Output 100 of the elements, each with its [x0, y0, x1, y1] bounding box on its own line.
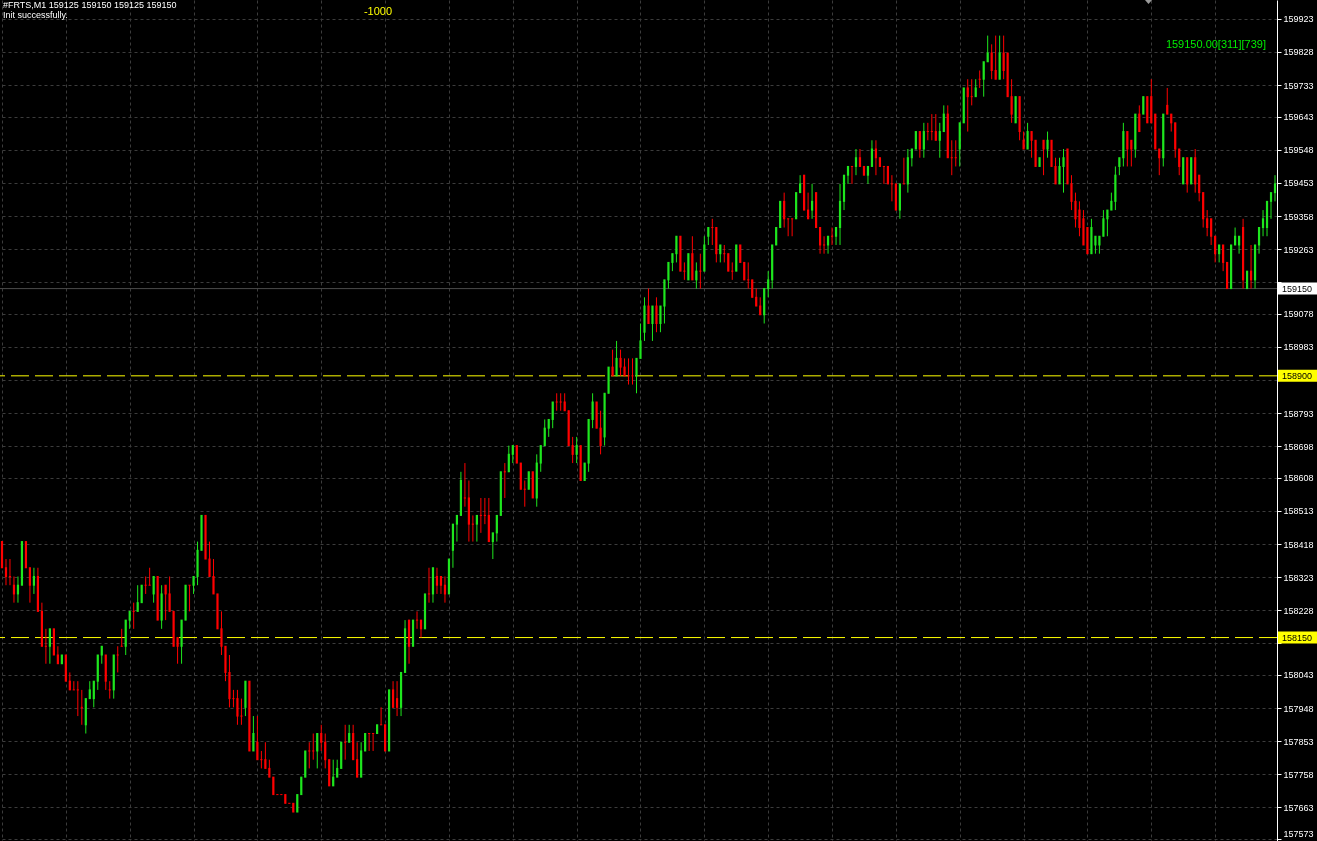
candlestick: [1218, 244, 1221, 263]
candlestick: [76, 680, 79, 717]
candlestick: [922, 122, 925, 159]
candlestick: [455, 514, 459, 543]
candlestick: [858, 148, 862, 167]
candlestick: [699, 253, 702, 290]
y-tick-label: 158793: [1283, 408, 1314, 419]
candlestick: [1126, 131, 1129, 167]
annotation: 159150.00[311][739]: [1165, 38, 1266, 50]
candlestick: [982, 61, 985, 98]
candlestick: [188, 584, 191, 612]
ref-line-label: 158900: [1282, 370, 1313, 381]
candlestick: [651, 305, 654, 342]
candlestick: [28, 567, 32, 604]
candlestick: [1046, 131, 1049, 159]
candlestick: [631, 357, 634, 386]
y-tick-label: 159643: [1283, 112, 1314, 123]
candlestick: [938, 122, 941, 159]
candlestick: [571, 436, 574, 464]
candlestick: [926, 122, 929, 141]
candlestick: [395, 680, 399, 717]
candlestick: [483, 497, 486, 525]
candlestick: [120, 628, 123, 647]
candlestick: [787, 218, 790, 237]
y-tick-label: 158323: [1283, 572, 1314, 583]
candlestick: [647, 288, 650, 324]
candlestick: [368, 733, 371, 752]
ref-line-label: 159150: [1282, 283, 1313, 294]
candlestick: [260, 750, 263, 769]
y-tick-label: 158043: [1283, 670, 1314, 681]
y-tick-label: 159828: [1283, 47, 1314, 58]
candlestick: [372, 733, 375, 752]
candlestick: [240, 698, 243, 726]
y-tick-label: 159548: [1283, 145, 1314, 156]
candlestick: [320, 724, 323, 752]
candlestick: [264, 741, 267, 769]
candlestick: [1273, 174, 1277, 202]
candlestick: [954, 139, 957, 167]
y-tick-label: 158983: [1283, 342, 1314, 353]
candlestick: [308, 741, 311, 769]
candlestick: [144, 575, 147, 595]
candlestick: [559, 392, 562, 412]
candlestick: [866, 165, 870, 185]
candlestick: [1210, 218, 1213, 246]
candlestick: [380, 706, 383, 726]
y-tick-label: 159263: [1283, 244, 1314, 255]
candlestick: [136, 584, 139, 612]
candlestick: [1261, 209, 1265, 237]
candlestick: [4, 558, 8, 586]
candlestick: [491, 532, 494, 560]
candlestick: [1269, 192, 1273, 220]
candlestick: [966, 78, 969, 133]
y-tick-label: 157853: [1283, 736, 1314, 747]
candlestick: [108, 680, 111, 700]
candlestick: [854, 148, 858, 176]
candlestick: [471, 514, 474, 543]
ref-line-label: 158150: [1282, 632, 1313, 643]
candlestick: [846, 165, 850, 185]
y-tick-label: 159078: [1283, 309, 1314, 320]
candlestick: [435, 567, 439, 595]
candlestick: [1042, 139, 1045, 176]
candlestick: [767, 270, 770, 298]
candlestick: [479, 497, 482, 534]
candlestick: [918, 131, 921, 159]
candlestick: [1010, 78, 1013, 124]
candlestick: [882, 165, 886, 185]
candlestick: [822, 235, 826, 255]
candlestick: [711, 218, 714, 246]
candlestick: [312, 733, 315, 761]
y-tick-label: 157758: [1283, 769, 1314, 780]
candlestick: [8, 558, 12, 586]
y-tick-label: 158418: [1283, 539, 1314, 550]
candlestick: [611, 349, 614, 377]
candlestick: [80, 689, 83, 726]
candlestick: [391, 680, 395, 708]
candlestick: [978, 69, 981, 89]
candlestick: [555, 392, 558, 412]
candlestick: [48, 628, 51, 665]
candlestick: [1062, 148, 1065, 194]
candlestick: [934, 113, 937, 141]
annotation: -1000: [363, 5, 393, 17]
y-tick-label: 157663: [1283, 803, 1314, 813]
candlestick: [1206, 209, 1209, 237]
candlestick: [627, 357, 630, 386]
y-tick-label: 158698: [1283, 441, 1314, 452]
candlestick: [148, 567, 151, 586]
candlestick: [523, 480, 526, 508]
candlestick: [344, 724, 347, 761]
candlestick: [902, 157, 905, 185]
candlestick: [834, 227, 838, 246]
candlestick: [463, 462, 467, 508]
candlestick: [415, 610, 419, 630]
candlestick: [799, 174, 802, 194]
candlestick: [503, 462, 506, 499]
candlestick: [252, 715, 255, 752]
candlestick: [747, 261, 750, 290]
candlestick: [539, 445, 542, 473]
y-tick-label: 159923: [1283, 14, 1314, 25]
candlestick: [675, 235, 678, 263]
candlestick: [427, 567, 431, 604]
